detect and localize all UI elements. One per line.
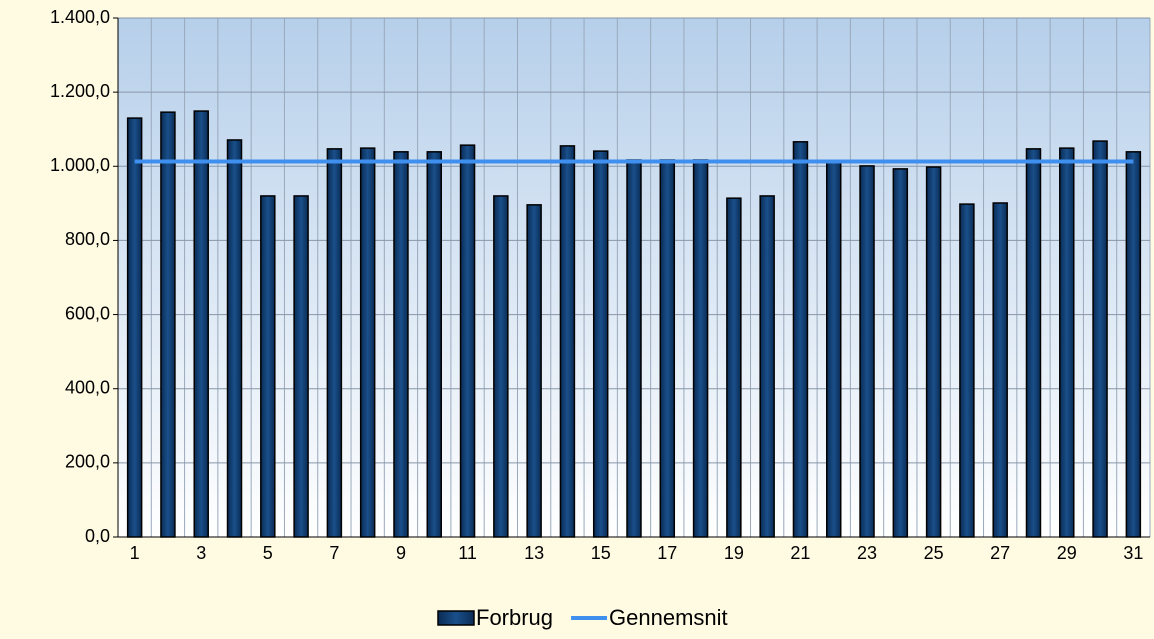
y-tick-label: 1.000,0 [50,155,110,175]
bar [726,197,742,538]
y-tick-label: 1.200,0 [50,81,110,101]
bar [359,147,376,538]
x-tick-label: 25 [924,543,944,563]
bar [959,203,975,538]
bar [126,117,143,538]
bar [892,168,909,538]
legend-label: Forbrug [476,605,553,630]
y-tick-label: 1.400,0 [50,7,110,27]
bar [692,159,709,538]
y-tick-label: 800,0 [65,229,110,249]
bar [592,150,609,538]
bar [459,144,476,538]
bar [326,148,343,538]
y-tick-label: 400,0 [65,377,110,397]
legend-swatch [437,610,475,626]
x-tick-label: 23 [857,543,877,563]
y-tick-label: 600,0 [65,303,110,323]
x-tick-label: 21 [790,543,810,563]
bar [626,159,642,538]
x-tick-label: 3 [196,543,206,563]
bar [992,202,1008,538]
y-tick-label: 200,0 [65,452,110,472]
bar [792,141,809,538]
bar [759,195,775,538]
bar [659,159,676,538]
bar [260,195,276,538]
bar [925,166,942,538]
bar [160,111,176,538]
x-tick-label: 5 [263,543,273,563]
x-tick-label: 27 [990,543,1010,563]
bar [826,160,842,538]
bar [393,151,409,538]
bar [1059,147,1075,538]
bar [426,151,442,538]
legend-label: Gennemsnit [609,605,728,630]
x-tick-label: 9 [396,543,406,563]
bar [1125,151,1142,538]
bar [493,195,509,538]
x-tick-label: 1 [130,543,140,563]
bar [526,204,542,538]
bar [559,145,576,538]
x-tick-label: 13 [524,543,544,563]
x-tick-label: 31 [1123,543,1143,563]
x-tick-label: 19 [724,543,744,563]
x-tick-label: 15 [591,543,611,563]
x-tick-label: 29 [1057,543,1077,563]
bar [226,139,243,538]
bar [859,165,875,538]
bar [1025,148,1042,538]
x-tick-label: 11 [458,543,477,563]
y-tick-label: 0,0 [85,526,110,546]
bar [293,195,309,538]
bar [193,110,209,538]
x-tick-label: 17 [657,543,677,563]
x-tick-label: 7 [329,543,339,563]
bar [1092,140,1108,538]
